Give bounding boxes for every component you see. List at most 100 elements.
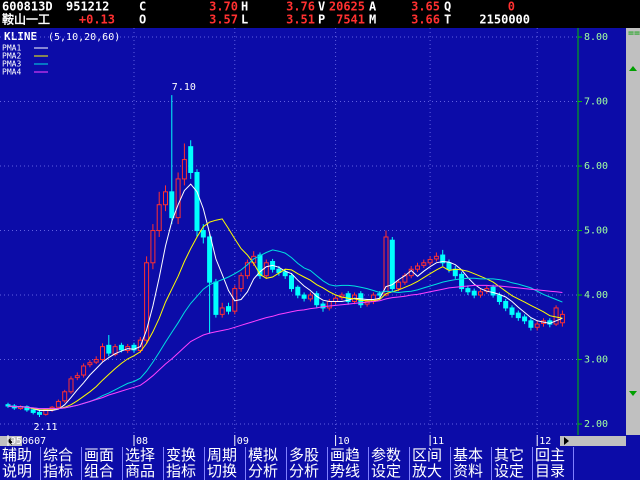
legend-label: PMA1 bbox=[2, 44, 21, 53]
legend-label: PMA4 bbox=[2, 68, 21, 77]
menu-button[interactable]: 多股分析 bbox=[287, 447, 328, 480]
candle-body bbox=[333, 297, 339, 302]
candle-body bbox=[244, 262, 250, 277]
header-field: A bbox=[369, 0, 377, 14]
ma-line bbox=[7, 249, 563, 410]
candle-body bbox=[131, 344, 137, 351]
chart-title: KLINE bbox=[4, 30, 37, 43]
candle-body bbox=[118, 344, 124, 351]
ma-line bbox=[7, 183, 563, 411]
x-tick-label: 12 bbox=[539, 436, 551, 447]
header-field: 2150000 bbox=[479, 13, 530, 27]
candle-body bbox=[213, 281, 219, 315]
header-field: 鞍山一工 bbox=[2, 12, 50, 27]
header-field: 3.65 bbox=[411, 0, 440, 14]
candle-body bbox=[314, 293, 320, 306]
menu-button[interactable]: 辅助说明 bbox=[0, 447, 41, 480]
candle-body bbox=[276, 268, 282, 273]
header-field: 951212 bbox=[66, 0, 109, 14]
candle-body bbox=[181, 159, 187, 180]
menu-button[interactable]: 变换指标 bbox=[164, 447, 205, 480]
candle-body bbox=[289, 275, 294, 290]
candle-body bbox=[534, 323, 540, 328]
candle-body bbox=[396, 281, 402, 290]
menu-bar: 辅助说明 综合指标 画面组合 选择商品 变换指标 周期切换 模拟分析 多股分析 画趋势线 参数设定… bbox=[0, 447, 640, 480]
menu-button[interactable]: 参数设定 bbox=[369, 447, 410, 480]
header-field: 3.70 bbox=[209, 0, 238, 14]
header-field: +0.13 bbox=[79, 13, 115, 27]
menu-button[interactable]: 模拟分析 bbox=[246, 447, 287, 480]
candle-body bbox=[383, 236, 389, 296]
header-field: M bbox=[369, 13, 376, 27]
y-tick-label: 6.00 bbox=[584, 161, 608, 172]
candle-body bbox=[150, 230, 156, 264]
candle-body bbox=[471, 290, 477, 296]
scrollbar[interactable] bbox=[626, 28, 640, 435]
x-tick-label: 08 bbox=[136, 436, 148, 447]
menu-button[interactable]: 周期切换 bbox=[205, 447, 246, 480]
x-tick-label: 950607 bbox=[10, 436, 46, 447]
header-field: 7541 bbox=[336, 13, 365, 27]
header-field: T bbox=[444, 13, 451, 27]
plot-bg bbox=[0, 28, 626, 435]
candle-body bbox=[74, 375, 80, 379]
menu-button[interactable]: 选择商品 bbox=[123, 447, 164, 480]
arrow-left bbox=[7, 437, 12, 445]
candle-body bbox=[219, 307, 225, 315]
candle-body bbox=[43, 409, 49, 415]
header-field: H bbox=[241, 0, 248, 14]
candle-body bbox=[389, 239, 395, 290]
candle-body bbox=[307, 294, 313, 300]
candle-body bbox=[112, 346, 118, 355]
candle-body bbox=[188, 146, 194, 173]
candle-body bbox=[156, 204, 162, 232]
candle-body bbox=[226, 306, 231, 312]
scroll-right[interactable] bbox=[560, 436, 626, 446]
menu-button[interactable]: 综合指标 bbox=[41, 447, 82, 480]
candle-body bbox=[440, 254, 446, 264]
candle-body bbox=[68, 378, 74, 393]
candle-body bbox=[100, 346, 105, 361]
high-annotation: 7.10 bbox=[172, 82, 196, 93]
header-field: 3.76 bbox=[286, 0, 315, 14]
menu-button[interactable]: 其它设定 bbox=[492, 447, 533, 480]
arrow-right bbox=[564, 437, 569, 445]
candle-body bbox=[24, 406, 30, 411]
candle-body bbox=[301, 294, 307, 299]
candle-body bbox=[503, 300, 509, 309]
candle-body bbox=[427, 259, 433, 264]
menu-button[interactable]: 区间放大 bbox=[410, 447, 451, 480]
chart: == KLINE (5,10,20,60) 600813D 951212 C 3.70… bbox=[0, 0, 640, 447]
y-tick-label: 5.00 bbox=[584, 226, 608, 237]
candle-body bbox=[326, 300, 332, 309]
candle-body bbox=[169, 191, 175, 219]
candle-body bbox=[282, 271, 288, 277]
menu-button[interactable]: 画趋势线 bbox=[328, 447, 369, 480]
candle-body bbox=[81, 365, 87, 376]
header-field: P bbox=[318, 13, 325, 27]
candle-body bbox=[421, 262, 427, 266]
header-field: V bbox=[318, 0, 325, 14]
menu-button[interactable]: 画面组合 bbox=[82, 447, 123, 480]
menu-button[interactable]: 回主目录 bbox=[533, 447, 574, 480]
low-annotation: 2.11 bbox=[34, 422, 58, 433]
header-field: Q bbox=[444, 0, 451, 14]
candle-body bbox=[207, 236, 213, 283]
y-tick-label: 7.00 bbox=[584, 97, 608, 108]
candle-body bbox=[93, 359, 99, 363]
candle-body bbox=[238, 275, 244, 290]
menu-button[interactable]: 基本资料 bbox=[451, 447, 492, 480]
candle-body bbox=[87, 362, 93, 366]
legend-label: PMA2 bbox=[2, 52, 21, 61]
candle-body bbox=[446, 262, 452, 270]
y-tick-label: 4.00 bbox=[584, 290, 608, 301]
ma-line bbox=[7, 284, 563, 410]
candle-body bbox=[433, 255, 439, 260]
header-field: C bbox=[139, 0, 146, 14]
candle-body bbox=[465, 288, 471, 293]
candle-body bbox=[522, 316, 528, 322]
header-field: 3.57 bbox=[209, 13, 238, 27]
header-field: 20625 bbox=[329, 0, 365, 14]
y-tick-label: 3.00 bbox=[584, 355, 608, 366]
